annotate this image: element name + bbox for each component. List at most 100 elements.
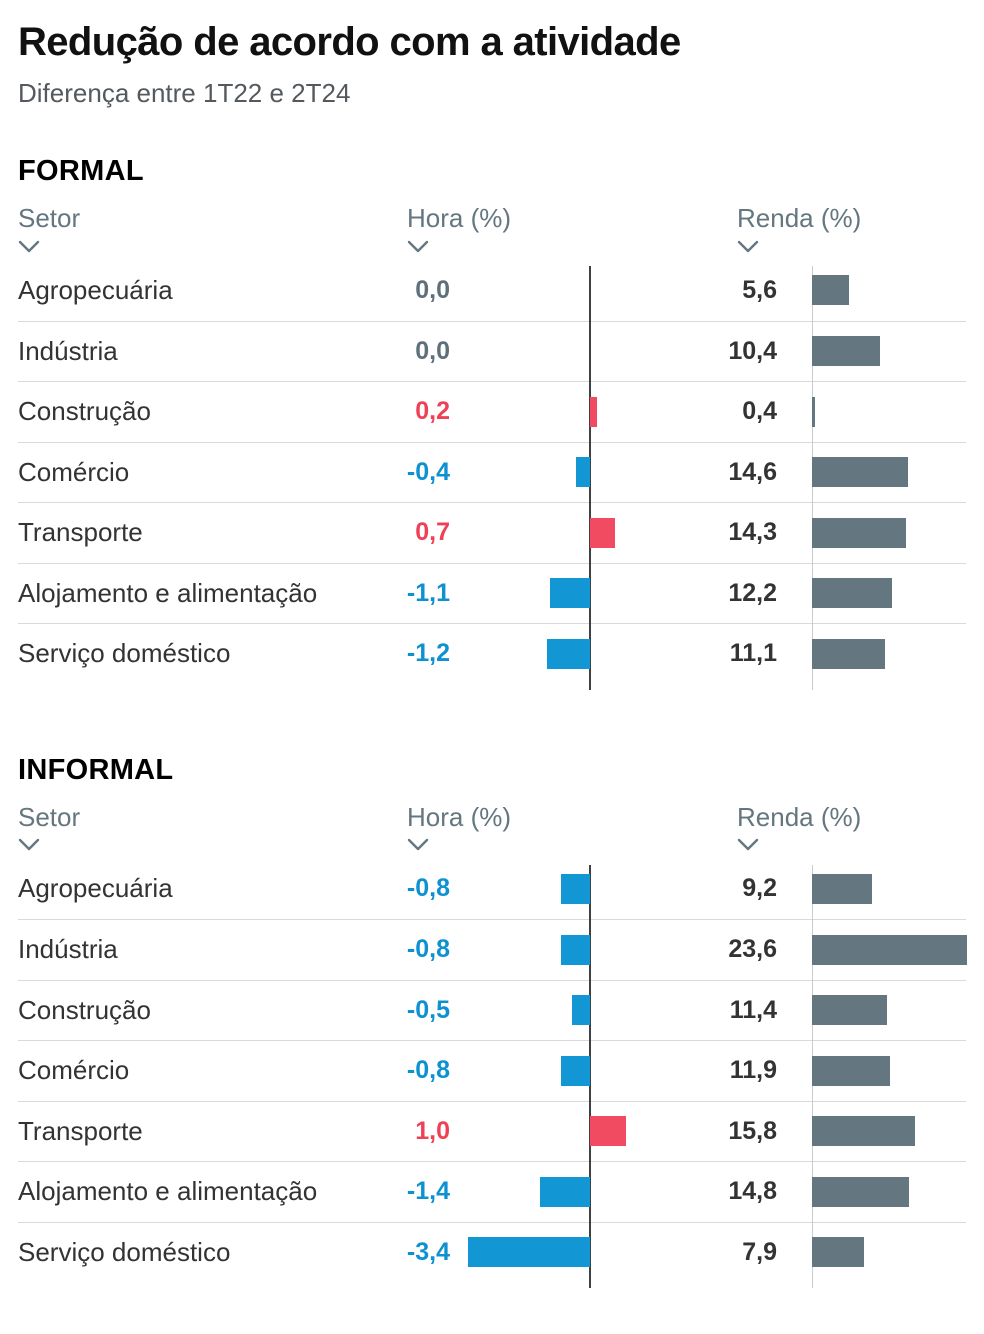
income-value: 14,3 [728, 518, 777, 547]
column-header-renda[interactable]: Renda (%) [737, 204, 861, 253]
income-bar [812, 396, 815, 427]
income-bar [812, 457, 908, 488]
hours-bar [539, 1176, 590, 1207]
hours-axis-line [589, 864, 591, 1289]
chevron-down-icon [407, 240, 429, 252]
hours-bar [590, 1116, 626, 1147]
column-header-renda-label: Renda (%) [737, 203, 862, 234]
income-value: 11,1 [729, 639, 777, 668]
income-value: 14,8 [728, 1177, 777, 1206]
column-header-setor-label: Setor [18, 801, 81, 832]
hours-bar [550, 578, 590, 609]
income-bar [812, 638, 885, 669]
table-row: Alojamento e alimentação -1,4 14,8 [18, 1161, 966, 1222]
column-headers-formal: Setor Hora (%) Renda (%) [18, 204, 966, 260]
table-row: Transporte 0,7 14,3 [18, 502, 966, 563]
income-value: 14,6 [728, 457, 777, 486]
income-bar [812, 578, 892, 609]
table-row: Indústria 0,0 10,4 [18, 320, 966, 382]
chevron-down-icon [737, 240, 759, 252]
chevron-down-icon [407, 839, 429, 851]
sector-label: Agropecuária [18, 274, 173, 305]
hours-bar-zone [450, 322, 690, 382]
table-row: Serviço doméstico -1,2 11,1 [18, 623, 966, 684]
hours-bar-zone [450, 920, 690, 980]
table-row: Agropecuária 0,0 5,6 [18, 260, 966, 321]
income-bar [812, 1176, 909, 1207]
section-title-informal: INFORMAL [18, 753, 174, 786]
income-value: 23,6 [728, 935, 777, 964]
hours-value: -0,8 [406, 935, 450, 964]
column-header-hora[interactable]: Hora (%) [407, 801, 512, 852]
income-bar-zone [777, 1162, 966, 1222]
hours-bar [575, 457, 590, 488]
section-formal: FORMAL Setor Hora (%) Renda (%) Agropecu… [18, 155, 966, 690]
column-header-setor-label: Setor [18, 203, 81, 234]
hours-bar-zone [450, 624, 690, 684]
income-bar [812, 934, 967, 965]
sector-label: Indústria [18, 335, 118, 366]
hours-bar [590, 396, 598, 427]
hours-bar [561, 873, 590, 904]
sector-label: Construção [18, 994, 151, 1025]
income-bar-zone [777, 443, 966, 503]
table-row: Transporte 1,0 15,8 [18, 1100, 966, 1162]
hours-bar-zone [450, 260, 690, 321]
column-header-renda[interactable]: Renda (%) [737, 802, 861, 852]
sector-label: Transporte [18, 1115, 143, 1146]
income-value: 10,4 [728, 336, 777, 365]
chevron-down-icon [18, 240, 40, 252]
income-bar-zone [777, 1041, 966, 1101]
sector-label: Comércio [18, 456, 130, 487]
sector-label: Alojamento e alimentação [18, 577, 318, 608]
income-bar [812, 995, 887, 1026]
income-value: 11,9 [729, 1056, 777, 1085]
hours-bar [467, 1237, 590, 1268]
table-row: Comércio -0,8 11,9 [18, 1040, 966, 1101]
page-title: Redução de acordo com a atividade [18, 20, 681, 64]
hours-value: -0,4 [406, 457, 450, 486]
hours-bar [590, 517, 616, 548]
chart-page: Redução de acordo com a atividade Difere… [18, 20, 967, 1289]
column-header-hora-label: Hora (%) [407, 203, 512, 234]
chevron-down-icon [737, 839, 759, 851]
informal-table: Agropecuária -0,8 9,2 Indústria -0,8 23,6 Cons… [18, 859, 967, 1289]
table-row: Construção -0,5 11,4 [18, 979, 966, 1041]
income-bar-zone [777, 260, 966, 321]
income-bar-zone [777, 1223, 966, 1283]
hours-bar-zone [450, 382, 690, 442]
income-value: 0,4 [742, 397, 777, 426]
income-bar-zone [777, 564, 966, 624]
hours-value: -1,1 [406, 578, 450, 607]
column-header-hora-label: Hora (%) [407, 801, 512, 832]
chevron-down-icon [18, 839, 40, 851]
income-bar [812, 275, 849, 306]
hours-value: -0,8 [406, 1056, 450, 1085]
hours-bar-zone [450, 1041, 690, 1101]
column-headers-informal: Setor Hora (%) Renda (%) [18, 801, 966, 859]
hours-bar-zone [450, 443, 690, 503]
income-bar-zone [777, 859, 966, 920]
hours-bar [572, 995, 590, 1026]
hours-value: 0,2 [415, 397, 450, 426]
table-row: Serviço doméstico -3,4 7,9 [18, 1221, 966, 1283]
column-header-setor[interactable]: Setor [18, 204, 80, 253]
income-bar [812, 873, 873, 904]
hours-bar-zone [450, 1162, 690, 1222]
section-title-formal: FORMAL [18, 155, 144, 188]
hours-bar-zone [450, 503, 690, 563]
column-header-setor[interactable]: Setor [18, 801, 81, 852]
income-value: 12,2 [728, 578, 777, 607]
hours-value: 1,0 [415, 1116, 450, 1145]
hours-axis-line [589, 266, 591, 690]
hours-bar [546, 638, 590, 669]
income-bar [812, 1237, 864, 1268]
sector-label: Serviço doméstico [18, 1236, 231, 1267]
column-header-hora[interactable]: Hora (%) [407, 204, 511, 253]
income-bar [812, 1055, 890, 1086]
hours-value: -0,8 [406, 874, 450, 903]
section-informal: INFORMAL Setor Hora (%) Renda (%) Agrope… [18, 753, 967, 1289]
income-bar-zone [777, 322, 966, 382]
sector-label: Construção [18, 396, 151, 427]
income-value: 7,9 [742, 1237, 777, 1266]
